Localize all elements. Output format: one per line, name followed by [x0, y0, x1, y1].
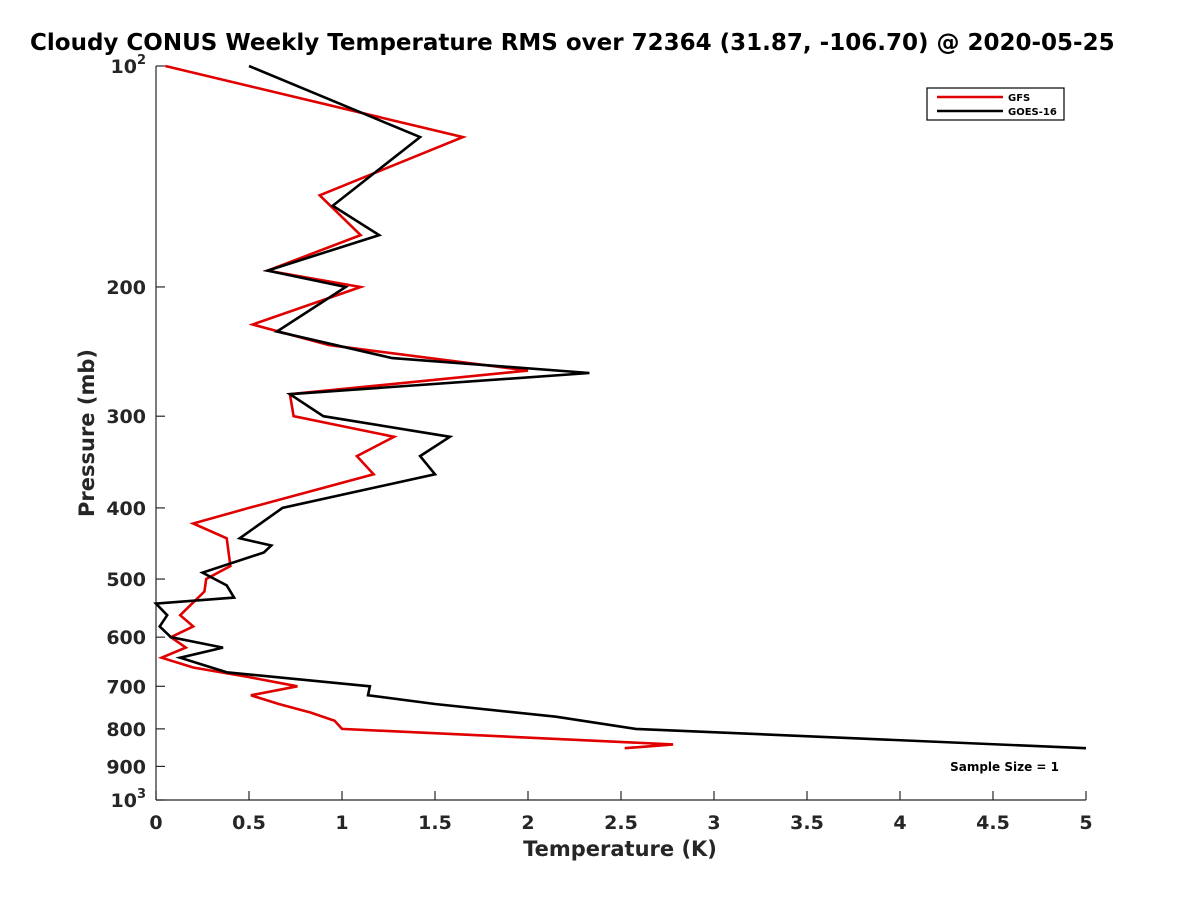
y-tick-label: 700	[106, 676, 146, 698]
y-tick-label: 900	[106, 756, 146, 778]
y-tick-label: 400	[106, 498, 146, 520]
y-tick-label: 800	[106, 719, 146, 741]
x-tick-label: 1	[335, 812, 348, 834]
sample-size-annotation: Sample Size = 1	[950, 760, 1059, 774]
x-tick-label: 4.5	[976, 812, 1010, 834]
x-tick-label: 0.5	[232, 812, 266, 834]
x-tick-label: 5	[1079, 812, 1092, 834]
y-tick-label: 103	[111, 787, 147, 812]
x-tick-label: 3.5	[790, 812, 824, 834]
x-tick-label: 2.5	[604, 812, 638, 834]
x-tick-label: 1.5	[418, 812, 452, 834]
x-tick-label: 4	[893, 812, 906, 834]
legend-box	[926, 87, 1065, 121]
legend: GFS GOES-16	[926, 87, 1065, 121]
x-tick-label: 3	[707, 812, 720, 834]
chart-title: Cloudy CONUS Weekly Temperature RMS over…	[30, 30, 1115, 56]
y-tick-label: 600	[106, 627, 146, 649]
legend-label-goes-16: GOES-16	[1008, 107, 1057, 118]
y-axis-label: Pressure (mb)	[75, 349, 99, 517]
y-tick-label: 500	[106, 569, 146, 591]
axes: 0 0.5 1 1.5 2 2.5 3 3.5 4 4.5 5 102 200 300 400 500 600 7…	[106, 53, 1092, 834]
series-line-goes-16	[153, 64, 1087, 750]
series-line-gfs	[157, 64, 674, 750]
plot-area	[153, 64, 1087, 750]
legend-label-gfs: GFS	[1008, 93, 1030, 104]
x-axis-label: Temperature (K)	[523, 837, 717, 861]
y-tick-label: 200	[106, 277, 146, 299]
y-tick-label: 102	[111, 53, 147, 78]
x-tick-label: 2	[521, 812, 534, 834]
y-tick-label: 300	[106, 406, 146, 428]
x-tick-label: 0	[149, 812, 162, 834]
